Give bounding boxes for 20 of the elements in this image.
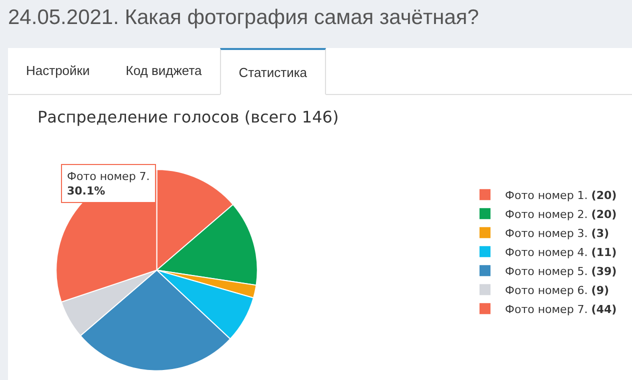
legend-label: Фото номер 3. <box>505 226 588 240</box>
chart-subtitle: Распределение голосов (всего 146) <box>38 107 339 126</box>
data-label: (9) <box>591 284 610 297</box>
legend-label: Фото номер 7. <box>505 302 588 316</box>
data-label: (39) <box>591 264 617 278</box>
legend-label: Фото номер 6. <box>505 284 588 297</box>
legend-label: Фото номер 1. <box>505 188 588 202</box>
text: Код виджета <box>124 62 203 80</box>
data-label: (20) <box>591 188 617 202</box>
text: Фото номер 7. 30.1% <box>67 170 150 198</box>
legend-label: Фото номер 5. <box>505 264 588 278</box>
text: Настройки <box>25 62 91 80</box>
data-label: (20) <box>591 208 617 221</box>
chart-title: 24.05.2021. Какая фотография самая зачётная? <box>8 6 479 30</box>
data-label: (44) <box>591 302 617 316</box>
data-label: (11) <box>591 246 617 259</box>
legend-label: Фото номер 2. <box>505 208 588 221</box>
text: Статистика <box>220 48 326 95</box>
legend-label: Фото номер 4. <box>505 246 588 259</box>
data-label: (3) <box>591 226 610 240</box>
